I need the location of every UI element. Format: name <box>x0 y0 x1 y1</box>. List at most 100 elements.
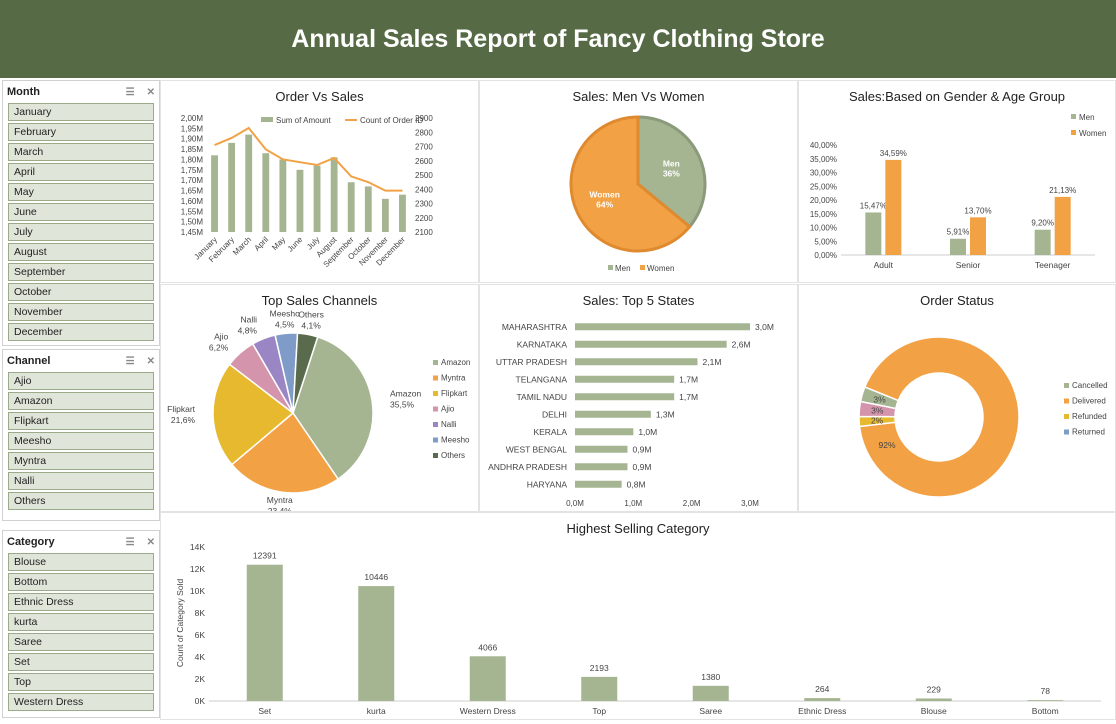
sales-channels-chart: Top Sales ChannelsAmazon35,5%Myntra23,4%… <box>167 293 470 516</box>
x-tick: 3,0M <box>741 499 759 508</box>
x-tick: 0,0M <box>566 499 584 508</box>
category-bar <box>915 698 952 701</box>
amount-bar <box>381 198 389 232</box>
y-tick-right: 2300 <box>415 200 433 209</box>
month-slicer-item[interactable]: February <box>8 123 154 141</box>
y-tick-left: 1,75M <box>181 166 204 175</box>
y-tick: 5,00% <box>814 237 837 246</box>
month-slicer-item[interactable]: August <box>8 243 154 261</box>
channel-slicer-item[interactable]: Others <box>8 492 154 510</box>
top-states-panel: Sales: Top 5 States MAHARASHTRA 3,0M KARNAT… <box>479 284 798 512</box>
channel-slicer-item[interactable]: Flipkart <box>8 412 154 430</box>
x-tick: 1,0M <box>624 499 642 508</box>
category-bar <box>692 685 729 701</box>
category-slicer-item[interactable]: Top <box>8 673 154 691</box>
y-tick-right: 2500 <box>415 171 433 180</box>
pie-slice <box>569 115 692 253</box>
channel-slicer-title: Channel <box>7 355 51 367</box>
legend-swatch <box>433 375 438 381</box>
gender-bar <box>1054 196 1071 255</box>
clear-filter-icon[interactable]: ✕ <box>146 536 155 548</box>
chart-title: Order Vs Sales <box>275 89 364 104</box>
amount-bar <box>296 169 304 232</box>
legend-swatch <box>1064 429 1069 435</box>
data-label: 9,20% <box>1031 219 1054 228</box>
slice-name-label: Meesho <box>270 308 301 318</box>
category-slicer: Category ☰ ✕ Blouse Bottom Ethnic Dress kurt… <box>2 530 160 718</box>
clear-filter-icon[interactable]: ✕ <box>146 355 155 367</box>
y-tick-left: 1,90M <box>181 135 204 144</box>
slice-name-label: Others <box>298 310 324 320</box>
slice-name-label: Ajio <box>214 331 228 341</box>
category-slicer-item[interactable]: Western Dress <box>8 693 154 711</box>
pie-label: Men <box>663 158 680 168</box>
amount-bar <box>313 165 321 232</box>
top-category-panel: Highest Selling Category 0K 2K 4K 6K 8K 10K 12K… <box>160 512 1116 720</box>
channel-slice <box>212 363 295 466</box>
y-tick-right: 2900 <box>415 114 433 123</box>
category-slicer-item[interactable]: Set <box>8 653 154 671</box>
state-label: WEST BENGAL <box>506 444 568 454</box>
y-tick: 30,00% <box>810 169 837 178</box>
y-tick-right: 2400 <box>415 185 433 194</box>
month-slicer-item[interactable]: November <box>8 303 154 321</box>
month-slicer-item[interactable]: October <box>8 283 154 301</box>
category-slicer-item[interactable]: Bottom <box>8 573 154 591</box>
legend-label: Cancelled <box>1072 381 1108 390</box>
x-tick-label: Western Dress <box>460 706 516 716</box>
channel-slicer-item[interactable]: Myntra <box>8 452 154 470</box>
month-slicer-item[interactable]: April <box>8 163 154 181</box>
y-tick-left: 1,60M <box>181 197 204 206</box>
channel-slicer-header: Channel ☰ ✕ <box>3 350 159 372</box>
data-label: 34,59% <box>880 149 907 158</box>
data-label: 21,13% <box>1049 186 1076 195</box>
channel-slice <box>230 411 340 494</box>
month-slicer-item[interactable]: March <box>8 143 154 161</box>
y-tick: 20,00% <box>810 196 837 205</box>
slice-pct-label: 35,5% <box>390 400 415 410</box>
multi-select-icon[interactable]: ☰ <box>125 355 135 367</box>
month-slicer-item[interactable]: July <box>8 223 154 241</box>
data-label: 12391 <box>253 551 277 561</box>
state-label: HARYANA <box>527 479 568 489</box>
category-bar <box>581 676 618 701</box>
category-slicer-item[interactable]: kurta <box>8 613 154 631</box>
y-tick-left: 1,45M <box>181 228 204 237</box>
multi-select-icon[interactable]: ☰ <box>125 536 135 548</box>
channel-slicer-item[interactable]: Meesho <box>8 432 154 450</box>
y-tick-right: 2200 <box>415 214 433 223</box>
channel-slicer-item[interactable]: Nalli <box>8 472 154 490</box>
category-slicer-item[interactable]: Saree <box>8 633 154 651</box>
month-slicer-item[interactable]: December <box>8 323 154 341</box>
y-tick-left: 2,00M <box>181 114 204 123</box>
legend-label: Flipkart <box>441 389 468 398</box>
month-slicer: Month ☰ ✕ January February March April May Jun… <box>2 80 160 346</box>
channel-slicer-item[interactable]: Ajio <box>8 372 154 390</box>
status-pct-label: 3% <box>871 406 884 416</box>
y-tick-left: 1,55M <box>181 207 204 216</box>
legend-label: Returned <box>1072 428 1105 437</box>
slice-name-label: Flipkart <box>167 404 196 414</box>
slice-pct-label: 4,8% <box>238 326 258 336</box>
category-slicer-item[interactable]: Ethnic Dress <box>8 593 154 611</box>
data-label: 2,1M <box>703 357 722 367</box>
channel-slicer: Channel ☰ ✕ Ajio Amazon Flipkart Meesho Myntr… <box>2 349 160 521</box>
x-tick-label: kurta <box>367 706 386 716</box>
slice-pct-label: 4,1% <box>301 321 321 331</box>
y-tick-left: 1,65M <box>181 187 204 196</box>
channel-slicer-item[interactable]: Amazon <box>8 392 154 410</box>
category-slicer-item[interactable]: Blouse <box>8 553 154 571</box>
month-slicer-item[interactable]: January <box>8 103 154 121</box>
x-tick-label: Blouse <box>921 706 947 716</box>
multi-select-icon[interactable]: ☰ <box>125 86 135 98</box>
gender-bar <box>885 159 902 255</box>
data-label: 1,0M <box>638 427 657 437</box>
chart-title: Sales: Top 5 States <box>583 293 695 308</box>
channel-slice <box>292 332 319 414</box>
month-slicer-item[interactable]: September <box>8 263 154 281</box>
month-slicer-item[interactable]: June <box>8 203 154 221</box>
clear-filter-icon[interactable]: ✕ <box>146 86 155 98</box>
month-slicer-item[interactable]: May <box>8 183 154 201</box>
state-label: DELHI <box>542 409 567 419</box>
slice-name-label: Nalli <box>240 315 257 325</box>
